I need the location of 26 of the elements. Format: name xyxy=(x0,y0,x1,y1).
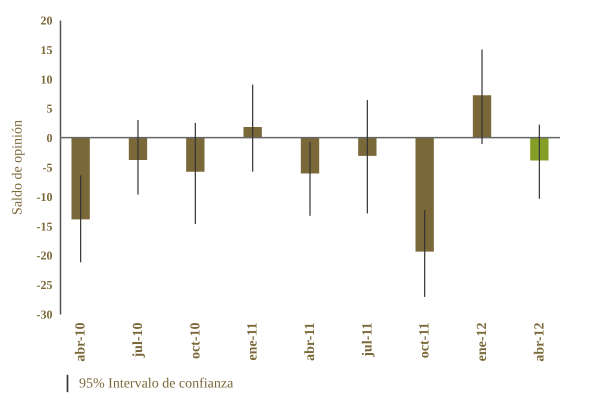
y-axis-title: Saldo de opinión xyxy=(10,120,26,215)
y-tick-label: -5 xyxy=(42,160,52,174)
bar xyxy=(472,95,492,138)
y-tick-label: -30 xyxy=(36,308,52,322)
y-tick-label: 20 xyxy=(40,14,52,28)
x-tick-label: ene-11 xyxy=(246,322,261,361)
x-tick-label: ene-12 xyxy=(475,322,490,362)
x-tick-label: abr-11 xyxy=(303,322,318,361)
x-tick-label: oct-11 xyxy=(418,322,433,358)
x-tick-label: abr-10 xyxy=(74,322,89,362)
bar xyxy=(416,138,434,252)
y-tick-label: -15 xyxy=(36,219,52,234)
x-tick-label: jul-10 xyxy=(130,322,146,358)
x-tick-label: oct-10 xyxy=(188,322,204,360)
y-tick-label: 0 xyxy=(46,131,52,146)
text: 95% Intervalo de confianza xyxy=(79,376,234,392)
bar xyxy=(300,138,320,174)
y-tick-label: -25 xyxy=(36,278,52,292)
y-tick-label: 5 xyxy=(46,102,52,116)
x-tick-label: jul-11 xyxy=(360,322,376,358)
bar xyxy=(71,138,90,220)
y-tick-label: 10 xyxy=(40,72,52,86)
x-tick-label: abr-12 xyxy=(532,322,548,362)
y-tick-label: -20 xyxy=(36,248,52,263)
y-tick-label: -10 xyxy=(36,190,52,204)
y-tick-label: 15 xyxy=(40,42,52,57)
